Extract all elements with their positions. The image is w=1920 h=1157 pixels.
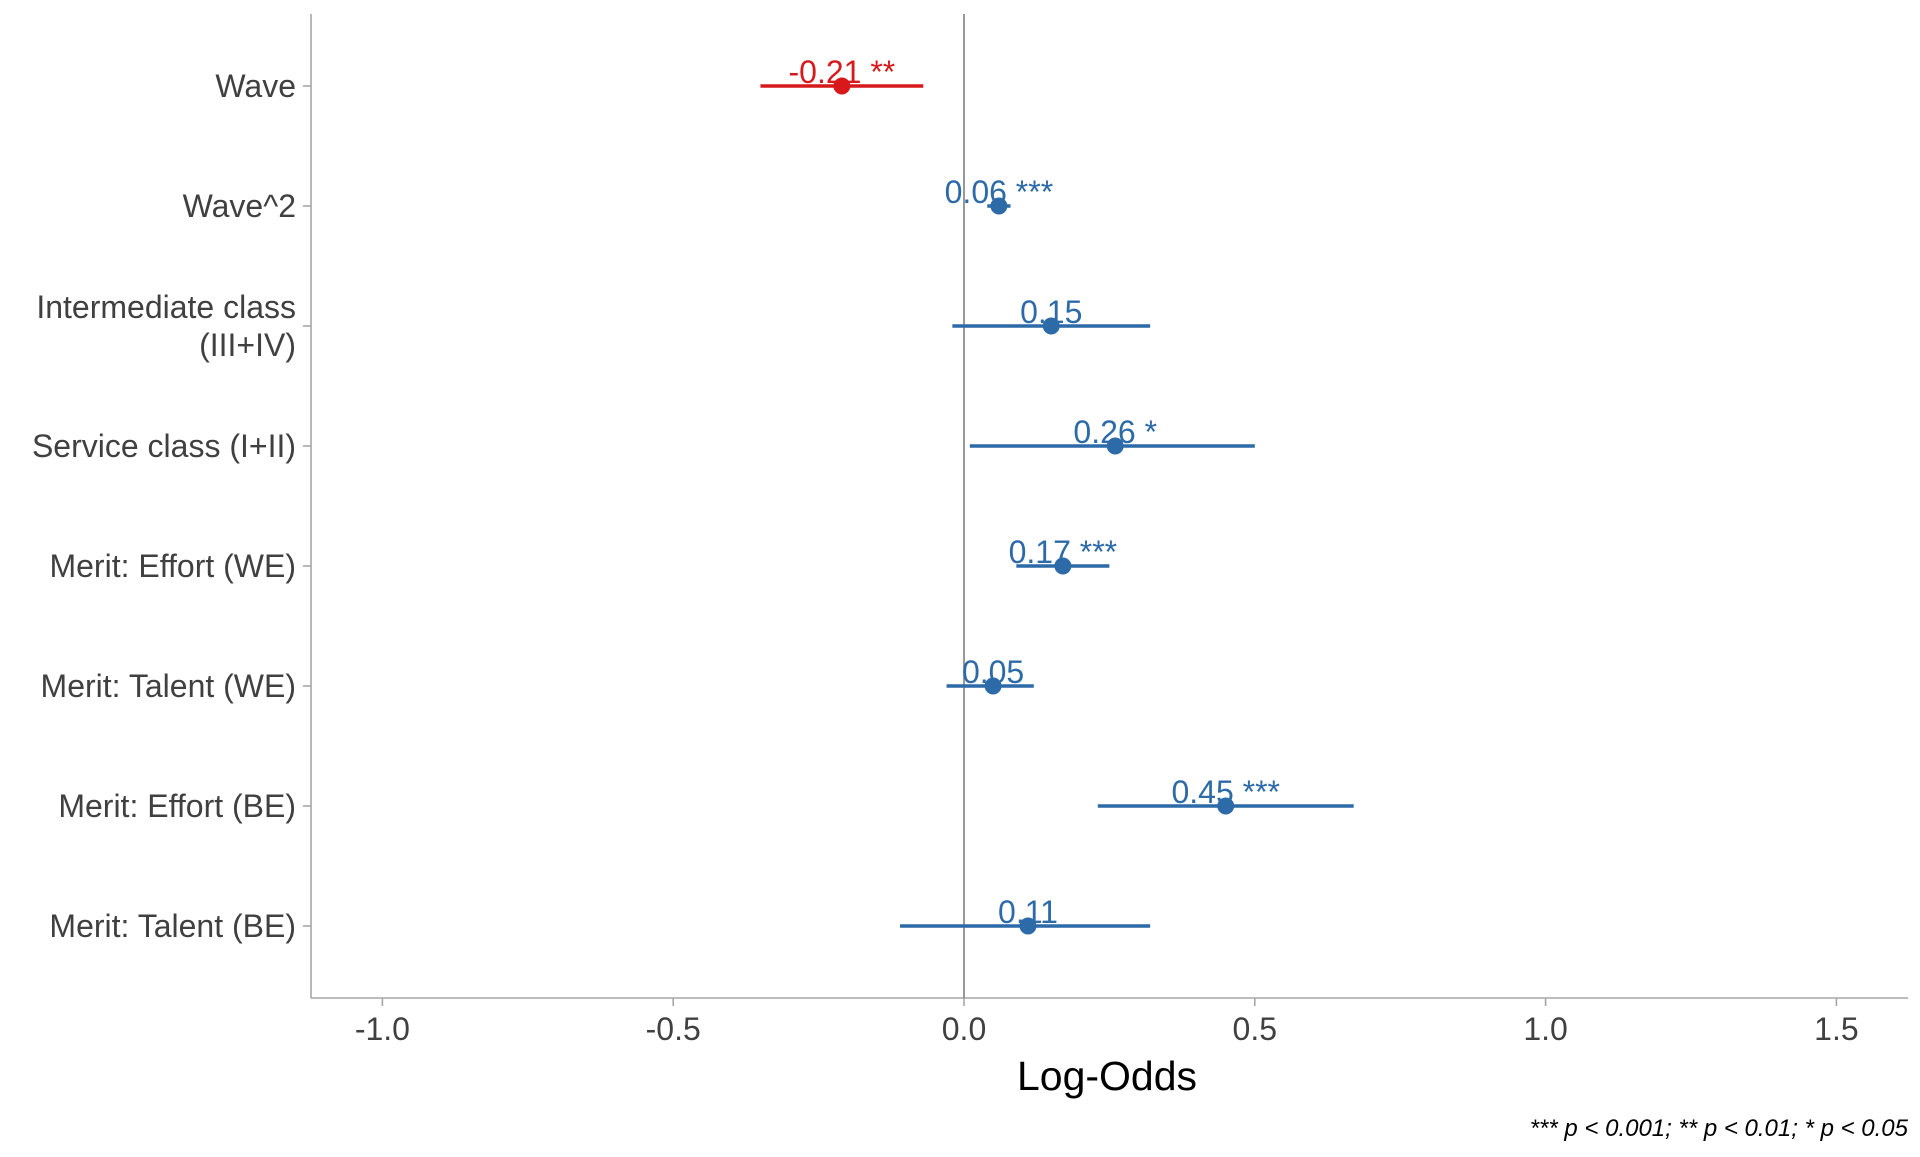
estimate-point (1217, 797, 1235, 815)
value-labels-layer: -0.21 ** 0.06 *** 0.15 0.26 * 0.17 *** 0.05 0.… (788, 54, 1279, 930)
x-tick-label: -1.0 (355, 1011, 410, 1047)
x-tick-label: 1.0 (1523, 1011, 1567, 1047)
value-label: 0.11 (998, 894, 1058, 930)
value-label: 0.06 *** (945, 174, 1054, 210)
value-label: 0.45 *** (1171, 774, 1280, 810)
y-tick-label: Merit: Effort (WE) (49, 548, 296, 584)
value-label: 0.15 (1020, 294, 1082, 330)
significance-caption: *** p < 0.001; ** p < 0.01; * p < 0.05 (1530, 1115, 1909, 1142)
y-tick-label: Wave^2 (183, 188, 296, 224)
y-tick-label: Merit: Talent (BE) (49, 908, 296, 944)
estimate-point (1019, 917, 1037, 935)
value-label: 0.26 * (1073, 414, 1157, 450)
value-label: 0.05 (962, 654, 1024, 690)
x-tick-label: 1.5 (1814, 1011, 1858, 1047)
x-axis-title: Log-Odds (1017, 1053, 1197, 1099)
value-label: 0.17 *** (1009, 534, 1118, 570)
points-layer (833, 77, 1235, 935)
x-tick-label: 0.5 (1233, 1011, 1277, 1047)
estimate-point (990, 197, 1008, 215)
estimate-point (1106, 437, 1124, 455)
y-tick-label: (III+IV) (199, 327, 296, 363)
value-label: -0.21 ** (788, 54, 895, 90)
estimate-point (984, 677, 1002, 695)
estimate-point (1054, 557, 1072, 575)
estimate-point (833, 77, 851, 95)
estimate-point (1042, 317, 1060, 335)
x-tick-label: -0.5 (646, 1011, 701, 1047)
y-tick-label: Wave (215, 68, 296, 104)
axes-layer: -1.0 -0.5 0.0 0.5 1.0 1.5 Wave Wave^2 Intermedia… (32, 14, 1908, 1047)
y-tick-label: Merit: Effort (BE) (58, 788, 296, 824)
y-tick-label: Merit: Talent (WE) (41, 668, 296, 704)
y-tick-label: Intermediate class (36, 289, 296, 325)
x-tick-label: 0.0 (942, 1011, 986, 1047)
y-tick-label: Service class (I+II) (32, 428, 296, 464)
